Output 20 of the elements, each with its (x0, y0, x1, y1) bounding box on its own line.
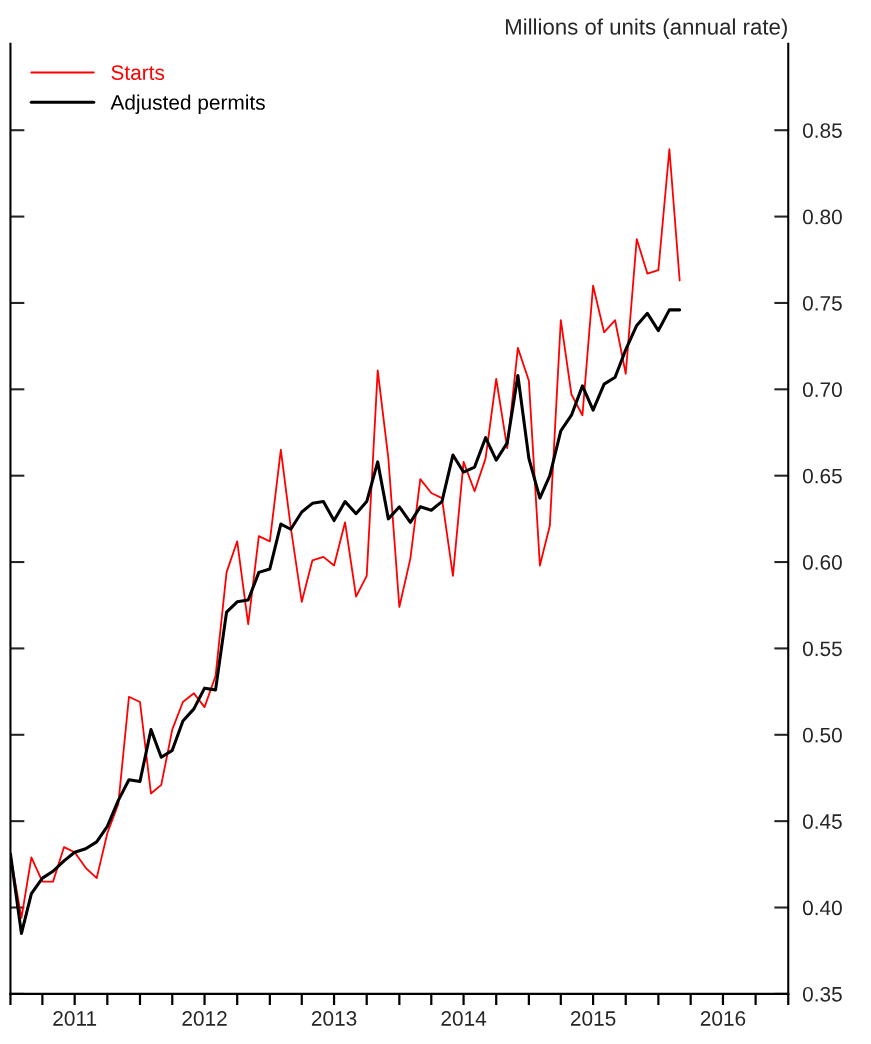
y-tick-label: 0.40 (802, 900, 842, 916)
y-tick-label: 0.80 (802, 209, 842, 225)
x-tick-label: 2015 (570, 1011, 616, 1026)
y-axis-title: Millions of units (annual rate) (506, 18, 787, 40)
y-tick-label: 0.75 (802, 295, 842, 311)
y-tick-label: 0.85 (802, 123, 842, 138)
y-tick-label: 0.35 (802, 986, 842, 1002)
y-tick-label: 0.70 (802, 382, 842, 398)
x-tick-label: 2014 (441, 1011, 487, 1026)
x-tick-label: 2012 (182, 1011, 227, 1026)
legend-label: Starts (111, 65, 165, 80)
y-tick-label: 0.65 (802, 468, 842, 484)
x-tick-label: 2013 (311, 1011, 357, 1026)
x-tick-label: 2016 (700, 1011, 746, 1026)
y-tick-label: 0.50 (802, 727, 842, 743)
y-tick-label: 0.55 (802, 641, 842, 657)
y-tick-label: 0.60 (802, 555, 842, 570)
x-tick-label: 2011 (53, 1011, 97, 1026)
legend-label: Adjusted permits (110, 94, 265, 114)
y-tick-label: 0.45 (802, 814, 842, 829)
